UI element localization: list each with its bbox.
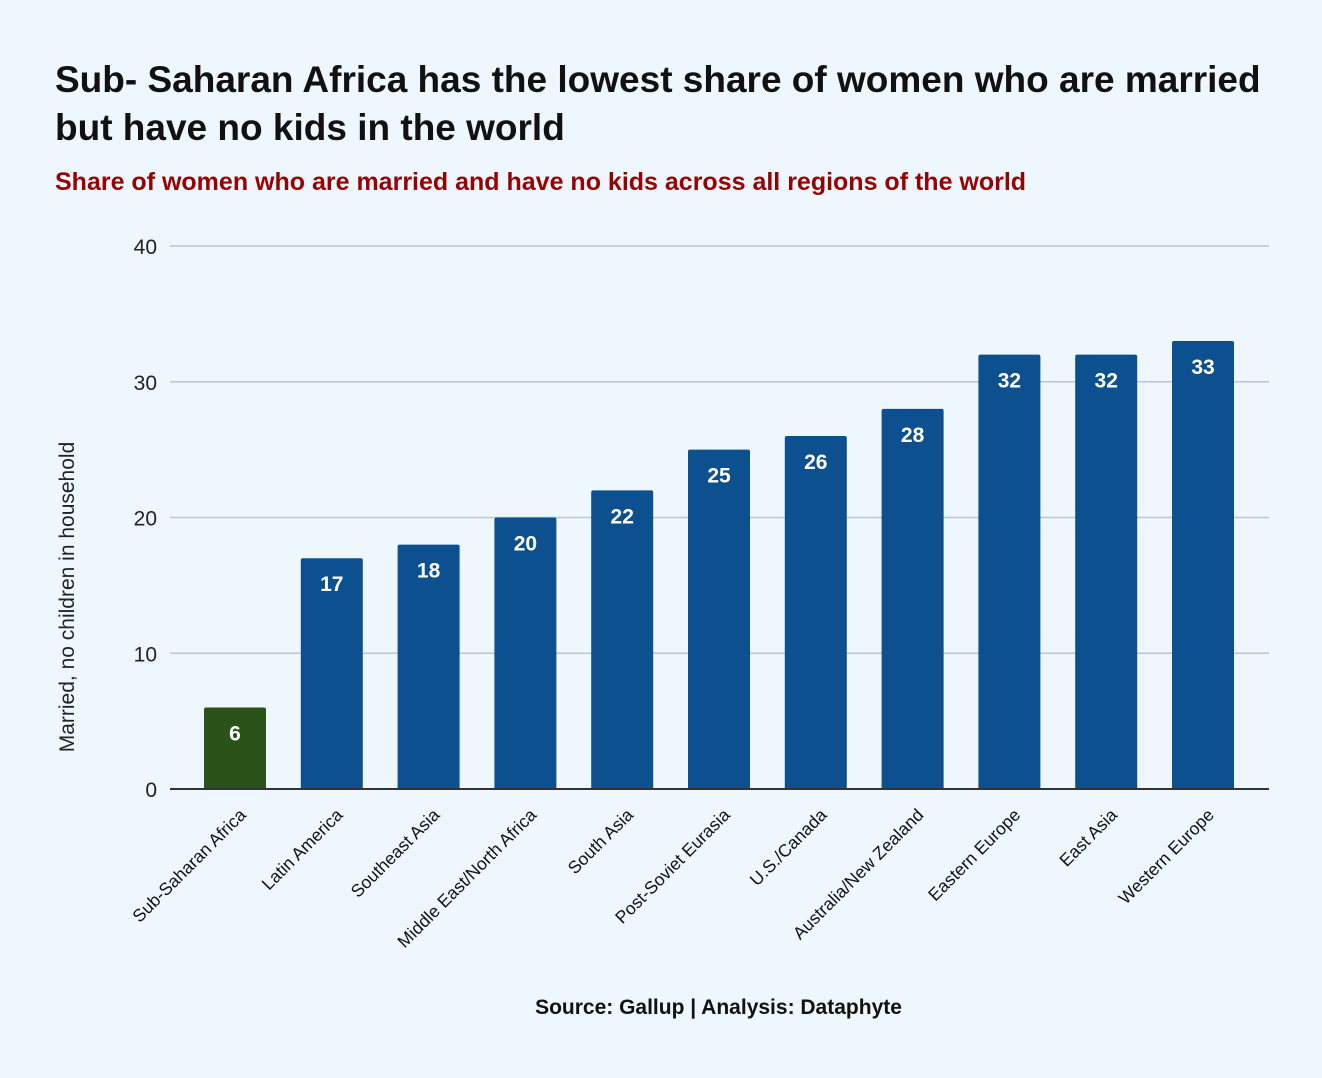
- bar-2: [397, 544, 460, 789]
- bar-4: [591, 490, 654, 789]
- y-tick-label: 10: [134, 643, 157, 666]
- data-label: 25: [707, 465, 731, 488]
- x-tick-label: Southeast Asia: [347, 804, 444, 901]
- bar-10: [1172, 341, 1234, 789]
- source-note: Source: Gallup | Analysis: Dataphyte: [535, 996, 902, 1019]
- bar-3: [494, 517, 557, 789]
- bar-7: [881, 408, 944, 789]
- y-tick-label: 20: [134, 508, 157, 531]
- x-tick-label: Western Europe: [1114, 805, 1217, 908]
- bar-8: [978, 354, 1041, 789]
- x-tick-label: Latin America: [258, 805, 347, 894]
- data-label: 18: [417, 560, 441, 583]
- bar-0: [204, 707, 266, 789]
- data-label: 32: [1095, 370, 1118, 393]
- y-tick-label: 30: [134, 372, 157, 395]
- y-tick-label: 40: [134, 236, 157, 259]
- data-label: 17: [320, 573, 343, 596]
- data-label: 6: [229, 723, 241, 746]
- x-tick-label: East Asia: [1055, 805, 1121, 871]
- data-label: 20: [514, 533, 537, 556]
- data-label: 28: [901, 424, 925, 447]
- bar-1: [300, 558, 363, 789]
- bars: [204, 341, 1234, 789]
- data-label: 32: [998, 370, 1021, 393]
- x-tick-label: Eastern Europe: [924, 805, 1024, 905]
- bar-9: [1075, 354, 1138, 789]
- data-label: 22: [611, 505, 634, 528]
- labels: 0 10 20 30 40 6 Sub-Saharan Africa 17 Latin Amer…: [128, 236, 1217, 952]
- bar-5: [688, 449, 750, 789]
- chart-title: Sub- Saharan Africa has the lowest share…: [55, 59, 1261, 148]
- data-label: 26: [804, 451, 827, 474]
- chart-subtitle: Share of women who are married and have …: [55, 168, 1027, 196]
- data-label: 33: [1191, 356, 1214, 379]
- x-tick-label: U.S./Canada: [746, 805, 831, 890]
- y-tick-label: 0: [145, 779, 157, 802]
- bar-6: [784, 436, 847, 789]
- x-tick-label: South Asia: [564, 804, 637, 877]
- x-tick-label: Sub-Saharan Africa: [128, 805, 250, 927]
